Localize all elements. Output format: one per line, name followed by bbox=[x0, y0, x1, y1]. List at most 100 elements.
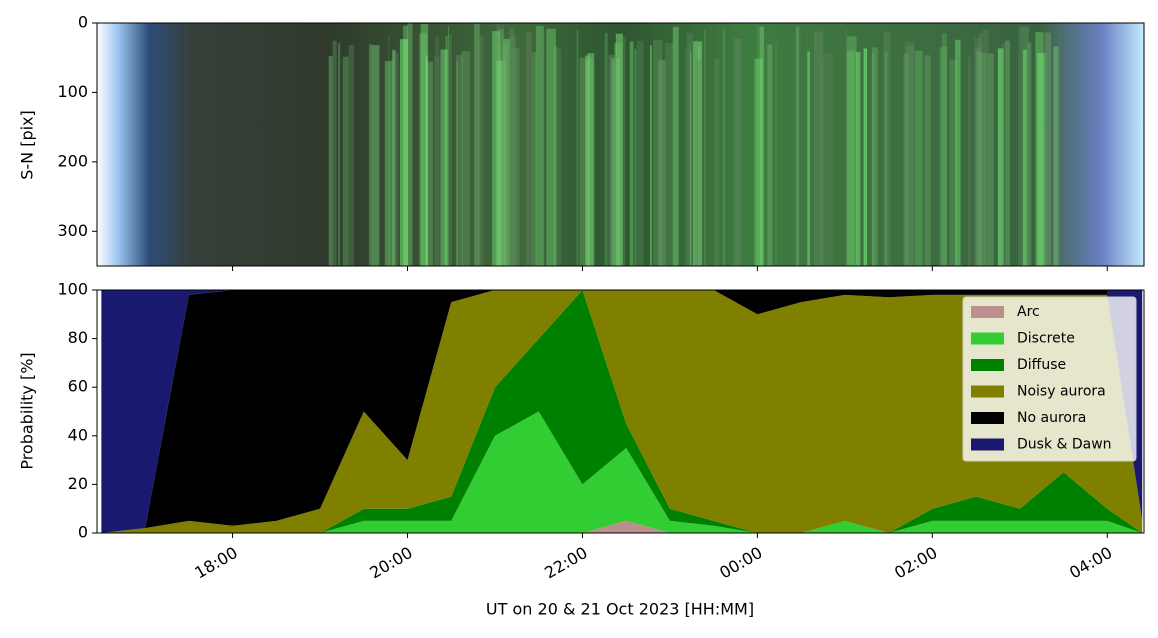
y-tick-label: 80 bbox=[68, 328, 88, 347]
keogram-stripe bbox=[941, 33, 947, 266]
legend-swatch bbox=[971, 438, 1004, 451]
keogram-stripe bbox=[684, 47, 690, 266]
keogram-stripe bbox=[1023, 49, 1027, 266]
area bbox=[101, 290, 1143, 533]
keogram-stripe bbox=[497, 59, 506, 266]
keogram-stripe bbox=[914, 50, 923, 266]
keogram-stripe bbox=[328, 56, 333, 266]
x-tick-label: 02:00 bbox=[891, 543, 940, 583]
keogram-stripe bbox=[509, 27, 515, 266]
keogram-stripe bbox=[775, 41, 778, 266]
keogram-stripe bbox=[535, 51, 537, 266]
legend: Arc Discrete Diffuse Noisy aurora No aurora D… bbox=[962, 296, 1137, 462]
keogram-stripe bbox=[407, 23, 413, 266]
keogram-stripe bbox=[445, 36, 448, 266]
legend-label: Arc bbox=[1017, 304, 1040, 320]
keogram-stripe bbox=[955, 39, 961, 266]
keogram-stripe bbox=[419, 33, 428, 266]
keogram bbox=[97, 23, 1144, 266]
keogram-stripe bbox=[444, 49, 447, 266]
keogram-stripe bbox=[476, 35, 484, 266]
keogram-stripe bbox=[447, 26, 449, 266]
keogram-stripe bbox=[588, 57, 594, 266]
keogram-stripe bbox=[863, 48, 868, 266]
y-tick-label: 100 bbox=[57, 82, 88, 101]
keogram-stripe bbox=[511, 36, 516, 266]
keogram-stripe bbox=[585, 60, 590, 266]
keogram-stripe bbox=[1018, 26, 1021, 266]
keogram-stripe bbox=[587, 53, 595, 266]
legend-label: No aurora bbox=[1017, 410, 1086, 426]
keogram-stripe bbox=[1004, 40, 1010, 266]
keogram-stripe bbox=[982, 29, 989, 266]
x-axis-label: UT on 20 & 21 Oct 2023 [HH:MM] bbox=[486, 600, 754, 619]
keogram-stripe bbox=[449, 34, 452, 266]
area bbox=[101, 290, 1143, 533]
keogram-stripe bbox=[823, 53, 833, 266]
keogram-stripe bbox=[338, 43, 341, 266]
keogram-stripe bbox=[1044, 48, 1046, 266]
y-tick-label: 60 bbox=[68, 377, 88, 396]
keogram-stripe bbox=[461, 51, 471, 266]
legend-box bbox=[962, 296, 1137, 462]
keogram-stripe bbox=[388, 35, 390, 266]
keogram-stripe bbox=[846, 36, 857, 266]
keogram-stripe bbox=[636, 40, 644, 266]
keogram-stripe bbox=[371, 45, 380, 266]
legend-swatch bbox=[971, 332, 1004, 345]
keogram-stripe bbox=[399, 39, 408, 266]
keogram-stripe bbox=[611, 59, 616, 266]
keogram-stripe bbox=[980, 52, 988, 266]
keogram-stripe bbox=[1002, 43, 1005, 266]
x-tick-label: 18:00 bbox=[191, 543, 240, 583]
keogram-stripe bbox=[658, 60, 666, 266]
keogram-stripe bbox=[542, 30, 545, 266]
y-tick-label: 0 bbox=[78, 13, 88, 32]
y-tick-label: 40 bbox=[68, 425, 88, 444]
keogram-stripe bbox=[723, 29, 725, 266]
keogram-stripe bbox=[1053, 46, 1059, 266]
y-tick-label: 0 bbox=[78, 523, 88, 542]
legend-swatch bbox=[971, 359, 1004, 371]
keogram-stripe bbox=[968, 56, 971, 266]
keogram-stripe bbox=[348, 44, 355, 266]
x-tick-label: 22:00 bbox=[541, 543, 590, 583]
keogram-stripe bbox=[531, 52, 536, 266]
keogram-stripe bbox=[617, 36, 626, 266]
keogram-stripe bbox=[553, 45, 557, 266]
keogram-stripe bbox=[1037, 52, 1047, 266]
keogram-stripe bbox=[440, 49, 448, 266]
keogram-stripe bbox=[396, 52, 399, 266]
keogram-stripe bbox=[492, 31, 501, 266]
legend-label: Discrete bbox=[1017, 331, 1075, 347]
keogram-stripe bbox=[650, 45, 652, 266]
keogram-stripe bbox=[605, 32, 608, 266]
keogram-stripe bbox=[576, 30, 579, 266]
keogram-stripe bbox=[435, 36, 440, 266]
keogram-stripe bbox=[906, 46, 914, 266]
keogram-stripe bbox=[525, 32, 533, 266]
keogram-stripe bbox=[694, 59, 702, 266]
keogram-stripe bbox=[652, 39, 663, 266]
keogram-stripe bbox=[672, 26, 679, 266]
keogram-stripe bbox=[342, 56, 349, 266]
keogram-stripe bbox=[474, 23, 480, 266]
keogram-stripe bbox=[759, 26, 765, 266]
keogram-stripe bbox=[689, 42, 691, 266]
keogram-stripe bbox=[1020, 26, 1029, 266]
keogram-stripe bbox=[615, 33, 623, 266]
keogram-stripe bbox=[795, 26, 800, 266]
y-tick-label: 20 bbox=[68, 474, 88, 493]
keogram-stripe bbox=[535, 26, 544, 266]
keogram-stripe bbox=[689, 51, 692, 266]
x-tick-label: 20:00 bbox=[366, 543, 415, 583]
keogram-stripe bbox=[497, 29, 504, 266]
legend-label: Dusk & Dawn bbox=[1017, 437, 1112, 453]
x-tick-label: 00:00 bbox=[716, 543, 765, 583]
keogram-stripe bbox=[692, 41, 703, 266]
keogram-stripe bbox=[1048, 54, 1052, 266]
keogram-stripe bbox=[855, 52, 861, 266]
keogram-stripe bbox=[903, 53, 909, 266]
y-axis-label: S-N [pix] bbox=[18, 110, 37, 180]
